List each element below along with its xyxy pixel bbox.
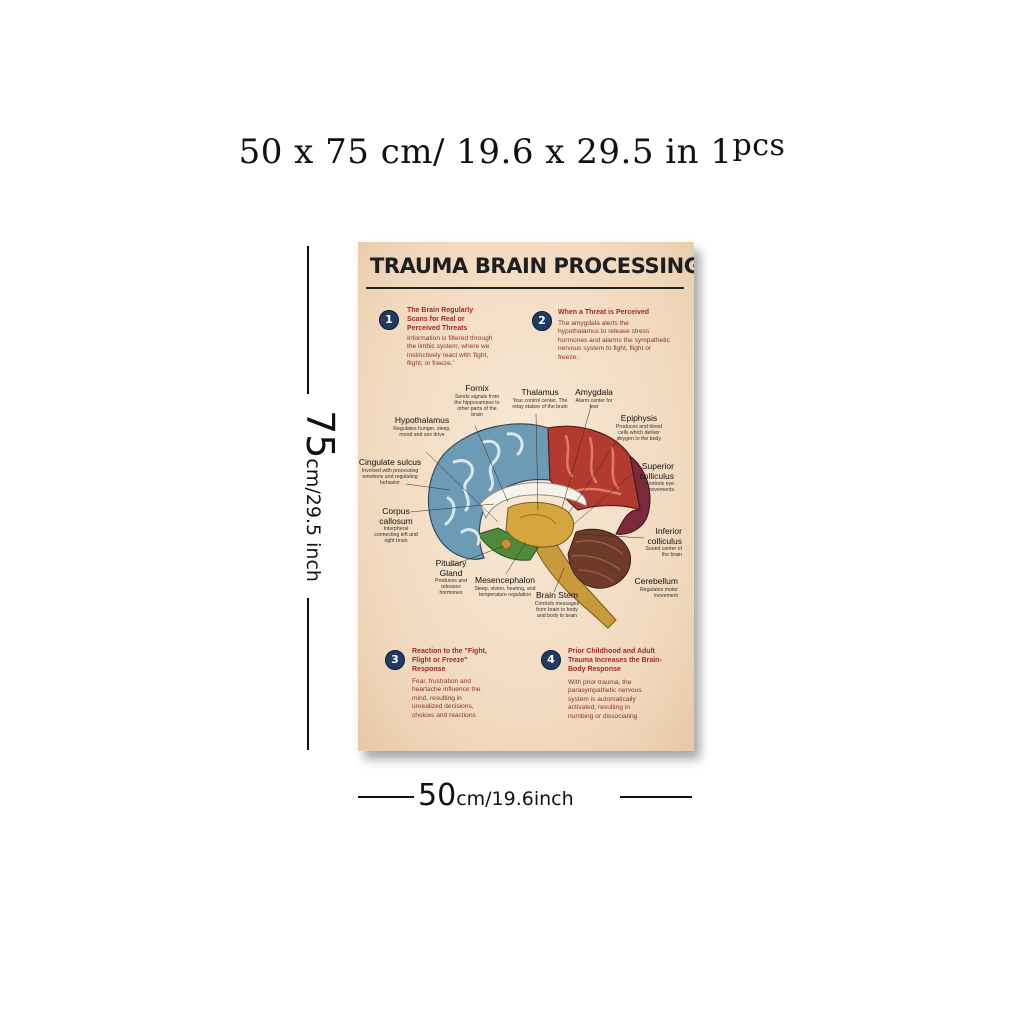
label-cingulate-sulcus: Cingulate sulcus Involved with processin… — [358, 457, 422, 486]
height-unit: cm/29.5 inch — [302, 458, 324, 582]
step-1-title: The Brain Regularly Scans for Real or Pe… — [407, 307, 474, 332]
step-2-body: The amygdala alerts the hypothalamus to … — [558, 320, 670, 361]
poster-title: TRAUMA BRAIN PROCESSING — [370, 254, 694, 278]
width-dimension-line-left — [358, 796, 414, 798]
label-mesencephalon: Mesencephalon Sleep, vision, hearing, an… — [474, 575, 536, 598]
step-4-title: Prior Childhood and Adult Trauma Increas… — [568, 648, 662, 673]
step-2-badge: 2 — [532, 311, 552, 331]
step-3-title: Reaction to the "Fight, Flight or Freeze… — [412, 648, 487, 673]
step-4-badge: 4 — [541, 650, 561, 670]
occipital-lobe-shape — [615, 454, 651, 535]
label-thalamus: Thalamus Your control center. The relay … — [512, 387, 568, 410]
label-pituitary-gland: Pituitary Gland Produces and releases ho… — [434, 558, 467, 597]
width-dimension-line-right — [620, 796, 692, 798]
step-4-body: With prior trauma, the parasympathetic n… — [568, 679, 642, 720]
step-1-badge: 1 — [379, 310, 399, 330]
poster: TRAUMA BRAIN PROCESSING — [358, 242, 694, 751]
height-dimension-line-bottom — [307, 598, 309, 750]
width-dimension-label: 50cm/19.6inch — [418, 778, 574, 813]
brain-illustration — [405, 405, 651, 629]
label-hypothalamus: Hypothalamus Regulates hunger, sleep, mo… — [393, 415, 451, 438]
quantity-number: 1 — [710, 132, 733, 172]
label-brain-stem: Brain Stem Controls messages from brain … — [534, 590, 580, 619]
quantity-unit: pcs — [732, 128, 786, 163]
height-value: 75 — [298, 410, 342, 459]
brain-stem-shape — [532, 531, 617, 629]
label-epiphysis: Epiphysis Produces and bleed cells which… — [615, 413, 663, 442]
height-dimension-label: 75cm/29.5 inch — [298, 410, 342, 582]
label-inferior-colliculus: Inferior colliculus Sound center of the … — [645, 526, 682, 559]
height-dimension-line-top — [307, 246, 309, 394]
pituitary-shape — [500, 538, 512, 550]
width-value: 50 — [418, 778, 457, 813]
size-text: 50 x 75 cm/ 19.6 x 29.5 in — [238, 132, 711, 172]
corpus-callosum-shape — [479, 482, 587, 520]
label-amygdala: Amygdala Alarm center for fear — [575, 387, 613, 410]
step-3-body: Fear, frustration and heartache influenc… — [412, 678, 481, 719]
step-3-badge: 3 — [385, 650, 405, 670]
size-heading: 50 x 75 cm/ 19.6 x 29.5 in 1pcs — [0, 128, 1024, 172]
label-corpus-callosum: Corpus callosum Interpheral connecting l… — [374, 506, 418, 545]
thalamus-shape — [505, 501, 575, 548]
step-2-title: When a Threat is Perceived — [558, 309, 650, 316]
title-divider — [366, 287, 684, 289]
label-cerebellum: Cerebellum Regulates motor movement — [634, 576, 678, 599]
step-1-body: Information is filtered through the limb… — [407, 335, 493, 368]
width-unit: cm/19.6inch — [456, 788, 574, 810]
label-superior-colliculus: Superior colliculus Controls eye movemen… — [639, 461, 675, 494]
label-fornix: Fornix Sends signals from the hippocampu… — [454, 383, 500, 419]
